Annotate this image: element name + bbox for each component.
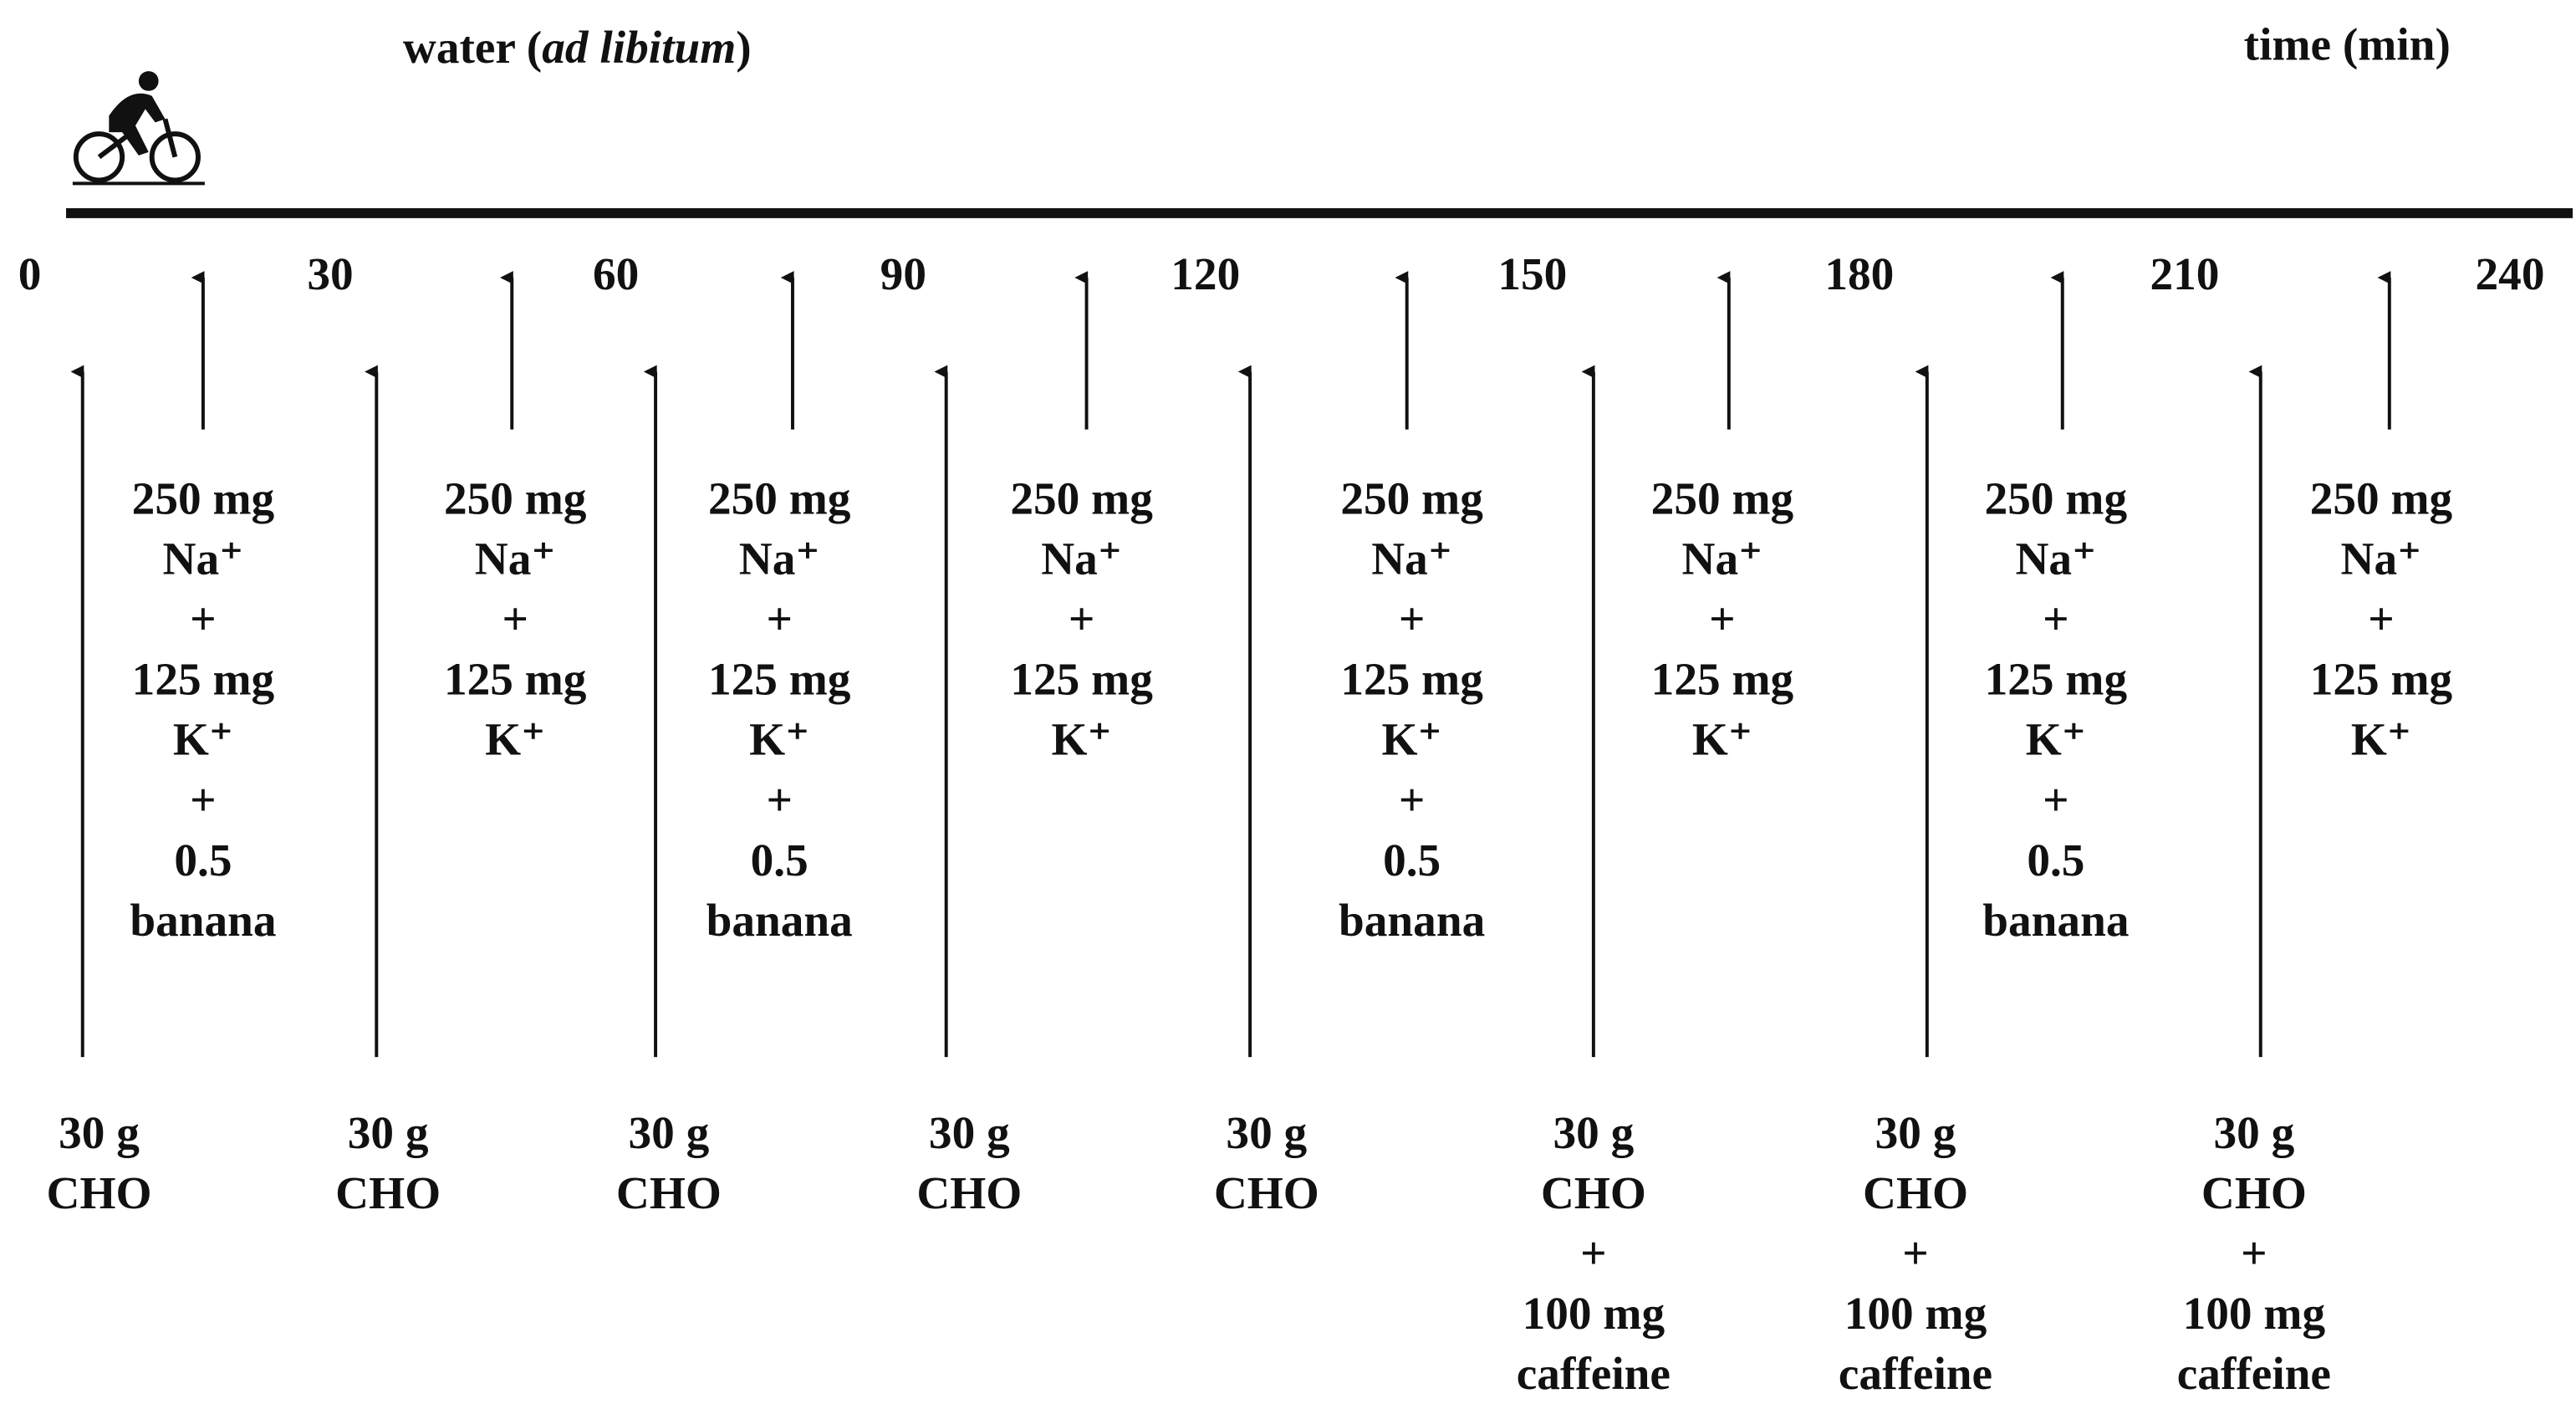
time-tick: 180 [1824, 248, 1894, 299]
time-tick: 210 [2150, 248, 2219, 299]
cho-label: CHO [2201, 1167, 2307, 1218]
supplement-label: K⁺ [1692, 714, 1752, 765]
time-tick: 90 [880, 248, 926, 299]
supplement-label: Na⁺ [475, 533, 556, 584]
water-label: water (ad libitum) [403, 22, 752, 73]
supplement-label: + [2043, 774, 2069, 825]
supplement-label: 125 mg [1340, 654, 1483, 705]
time-tick: 60 [593, 248, 639, 299]
supplement-label: 0.5 [174, 835, 232, 886]
cho-label: caffeine [2177, 1348, 2331, 1399]
cho-label: 100 mg [1523, 1288, 1665, 1339]
supplement-label: 250 mg [1340, 472, 1483, 523]
supplement-label: Na⁺ [739, 533, 820, 584]
cho-label: CHO [47, 1167, 152, 1218]
supplement-label: 125 mg [132, 654, 275, 705]
supplement-label: 0.5 [2027, 835, 2084, 886]
supplement-label: Na⁺ [1682, 533, 1763, 584]
supplement-label: banana [1982, 895, 2129, 946]
supplement-label: banana [1339, 895, 1485, 946]
supplement-label: 125 mg [444, 654, 587, 705]
supplement-label: 0.5 [1383, 835, 1441, 886]
supplement-label: 250 mg [1985, 472, 2128, 523]
cho-label: 30 g [1875, 1107, 1956, 1158]
supplement-label: Na⁺ [1371, 533, 1452, 584]
supplement-label: Na⁺ [2341, 533, 2422, 584]
supplement-label: + [1709, 594, 1736, 645]
cho-label: 30 g [348, 1107, 429, 1158]
supplement-label: 250 mg [2310, 472, 2453, 523]
supplement-label: 125 mg [708, 654, 851, 705]
supplement-label: + [1399, 594, 1426, 645]
supplement-label: K⁺ [1052, 714, 1112, 765]
supplement-label: 125 mg [2310, 654, 2453, 705]
supplement-label: K⁺ [1382, 714, 1442, 765]
time-tick: 0 [18, 248, 42, 299]
supplement-label: 125 mg [1651, 654, 1794, 705]
supplement-label: + [2043, 594, 2069, 645]
cho-label: CHO [616, 1167, 722, 1218]
supplement-label: + [190, 594, 217, 645]
supplement-label: K⁺ [485, 714, 545, 765]
supplement-label: + [190, 774, 217, 825]
cho-label: + [2241, 1228, 2267, 1279]
supplement-label: + [1069, 594, 1095, 645]
supplement-label: 250 mg [1651, 472, 1794, 523]
cho-label: 30 g [628, 1107, 709, 1158]
cho-label: CHO [916, 1167, 1022, 1218]
supplement-label: K⁺ [2026, 714, 2086, 765]
time-label: time (min) [2244, 18, 2451, 69]
supplement-label: 125 mg [1010, 654, 1153, 705]
supplement-label: 250 mg [708, 472, 851, 523]
supplement-label: + [2368, 594, 2395, 645]
cho-label: 30 g [1553, 1107, 1634, 1158]
supplement-label: 250 mg [132, 472, 275, 523]
supplement-label: K⁺ [173, 714, 233, 765]
supplement-label: 125 mg [1985, 654, 2128, 705]
cho-label: caffeine [1839, 1348, 1992, 1399]
cyclist-icon [72, 71, 205, 186]
cho-label: 30 g [2213, 1107, 2294, 1158]
cho-label: CHO [1863, 1167, 1968, 1218]
supplement-label: + [766, 774, 793, 825]
supplement-label: K⁺ [2351, 714, 2411, 765]
supplement-label: banana [706, 895, 853, 946]
supplement-label: Na⁺ [1041, 533, 1122, 584]
supplement-label: + [502, 594, 528, 645]
supplement-label: 0.5 [751, 835, 809, 886]
cho-label: caffeine [1517, 1348, 1671, 1399]
cho-label: + [1580, 1228, 1607, 1279]
cho-label: 30 g [59, 1107, 140, 1158]
time-tick: 120 [1171, 248, 1240, 299]
supplement-label: K⁺ [749, 714, 809, 765]
cho-label: CHO [335, 1167, 441, 1218]
supplement-label: + [766, 594, 793, 645]
cho-label: 100 mg [2183, 1288, 2326, 1339]
time-tick: 240 [2476, 248, 2545, 299]
cho-label: 100 mg [1844, 1288, 1987, 1339]
supplement-label: 250 mg [1010, 472, 1153, 523]
supplement-label: banana [130, 895, 276, 946]
supplement-label: 250 mg [444, 472, 587, 523]
supplement-label: Na⁺ [2015, 533, 2096, 584]
cho-label: 30 g [1226, 1107, 1307, 1158]
cho-label: CHO [1214, 1167, 1319, 1218]
time-tick: 150 [1497, 248, 1567, 299]
cho-label: 30 g [929, 1107, 1010, 1158]
supplement-label: Na⁺ [163, 533, 244, 584]
time-tick: 30 [307, 248, 353, 299]
supplement-label: + [1399, 774, 1426, 825]
cho-label: + [1902, 1228, 1929, 1279]
cho-label: CHO [1541, 1167, 1646, 1218]
